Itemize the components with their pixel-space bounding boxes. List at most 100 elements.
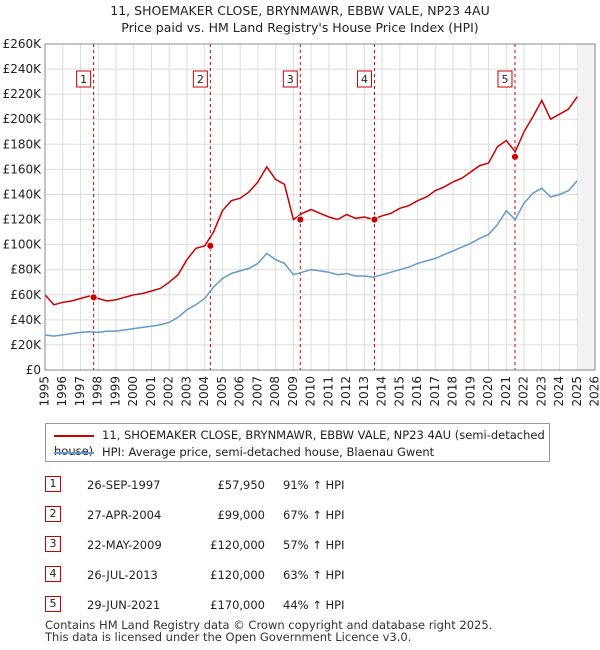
table-row: 4 26-JUL-2013 £120,000 63% ↑ HPI — [45, 566, 445, 583]
sale-point — [206, 241, 215, 250]
x-tick-label: 1998 — [91, 376, 105, 407]
property-price-line — [44, 96, 578, 306]
y-tick-label: £60K — [10, 288, 42, 302]
x-tick-label: 2010 — [304, 376, 318, 407]
y-tick-label: £80K — [10, 263, 42, 277]
chart-title-line1: 11, SHOEMAKER CLOSE, BRYNMAWR, EBBW VALE… — [110, 3, 490, 18]
table-row: 2 27-APR-2004 £99,000 67% ↑ HPI — [45, 506, 445, 523]
plot-area — [45, 44, 595, 370]
x-tick-label: 2016 — [410, 376, 424, 407]
chart-title-line2: Price paid vs. HM Land Registry's House … — [121, 20, 479, 35]
x-tick-label: 1995 — [38, 376, 52, 407]
sale-price: £120,000 — [210, 568, 265, 582]
y-tick-label: £180K — [3, 137, 43, 151]
legend-label-hpi: HPI: Average price, semi-detached house,… — [102, 445, 435, 459]
table-row: 1 26-SEP-1997 £57,950 91% ↑ HPI — [45, 476, 445, 493]
legend-label-property: 11, SHOEMAKER CLOSE, BRYNMAWR, EBBW VALE… — [54, 428, 545, 458]
y-tick-label: £160K — [3, 162, 43, 176]
sale-marker-label: 5 — [501, 73, 508, 86]
sale-marker-box — [356, 70, 372, 88]
hpi-line — [44, 180, 578, 337]
sale-price: £57,950 — [217, 478, 265, 492]
sale-number-badge: 3 — [45, 536, 61, 552]
x-tick-label: 2017 — [428, 376, 442, 407]
y-tick-label: £40K — [10, 313, 42, 327]
y-tick-label: £220K — [3, 87, 43, 101]
sale-point — [370, 215, 379, 224]
legend-item-property: 11, SHOEMAKER CLOSE, BRYNMAWR, EBBW VALE… — [54, 427, 549, 458]
x-tick-label: 2006 — [233, 376, 247, 407]
x-tick-label: 2011 — [321, 376, 335, 407]
sale-date: 22-MAY-2009 — [87, 538, 162, 552]
x-tick-label: 2002 — [162, 376, 176, 407]
sale-price: £170,000 — [210, 598, 265, 612]
plot-border — [44, 43, 596, 371]
sale-marker-label: 4 — [361, 73, 368, 86]
x-tick-label: 2014 — [375, 376, 389, 407]
y-tick-label: £140K — [3, 187, 43, 201]
table-row: 3 22-MAY-2009 £120,000 57% ↑ HPI — [45, 536, 445, 553]
x-tick-label: 2000 — [126, 376, 140, 407]
x-tick-label: 2004 — [197, 376, 211, 407]
sale-date: 26-JUL-2013 — [87, 568, 158, 582]
sale-marker-label: 1 — [80, 73, 87, 86]
sale-marker-box — [282, 70, 298, 88]
y-tick-label: £260K — [3, 37, 43, 51]
chart-title: 11, SHOEMAKER CLOSE, BRYNMAWR, EBBW VALE… — [0, 2, 600, 36]
x-tick-label: 2020 — [481, 376, 495, 407]
footer: Contains HM Land Registry data © Crown c… — [45, 619, 492, 643]
x-tick-label: 2012 — [339, 376, 353, 407]
sale-hpi-change: 57% ↑ HPI — [283, 538, 345, 552]
x-tick-label: 2007 — [250, 376, 264, 407]
sale-price: £120,000 — [210, 538, 265, 552]
price-chart: £0 £20K £40K £60K £80K £100K £120K £140K £160K £1… — [3, 37, 600, 407]
sale-date: 29-JUN-2021 — [87, 598, 161, 612]
y-tick-label: £0 — [26, 363, 41, 377]
x-tick-label: 2024 — [552, 376, 566, 407]
footer-copyright: Contains HM Land Registry data © Crown c… — [45, 618, 493, 632]
x-tick-label: 2025 — [570, 376, 584, 407]
footer-licence: This data is licensed under the Open Gov… — [45, 630, 412, 644]
sale-price: £99,000 — [217, 508, 265, 522]
sale-marker-label: 3 — [287, 73, 294, 86]
x-tick-label: 2021 — [499, 376, 513, 407]
x-tick-label: 2009 — [286, 376, 300, 407]
sale-point — [296, 215, 305, 224]
x-tick-label: 1997 — [73, 376, 87, 407]
table-row: 5 29-JUN-2021 £170,000 44% ↑ HPI — [45, 596, 445, 613]
legend-swatch-hpi — [54, 451, 94, 454]
sale-date: 26-SEP-1997 — [87, 478, 161, 492]
sale-number-badge: 4 — [45, 566, 61, 582]
sale-marker-label: 2 — [197, 73, 204, 86]
sale-number-badge: 5 — [45, 596, 61, 612]
x-tick-label: 2005 — [215, 376, 229, 407]
forecast-shade — [577, 44, 595, 370]
x-tick-label: 2023 — [534, 376, 548, 407]
x-tick-label: 2008 — [268, 376, 282, 407]
legend: 11, SHOEMAKER CLOSE, BRYNMAWR, EBBW VALE… — [45, 423, 550, 462]
x-tick-label: 2022 — [517, 376, 531, 407]
sale-hpi-change: 44% ↑ HPI — [283, 598, 345, 612]
sale-point — [89, 293, 98, 302]
sale-number-badge: 2 — [45, 506, 61, 522]
sale-date: 27-APR-2004 — [87, 508, 162, 522]
sale-number-badge: 1 — [45, 476, 61, 492]
x-tick-label: 2026 — [588, 376, 600, 407]
x-tick-label: 2001 — [144, 376, 158, 407]
y-tick-label: £240K — [3, 62, 43, 76]
x-tick-label: 2019 — [463, 376, 477, 407]
x-tick-label: 2018 — [446, 376, 460, 407]
sale-point — [511, 152, 519, 161]
sale-marker-box — [497, 70, 513, 88]
sale-hpi-change: 91% ↑ HPI — [283, 478, 345, 492]
x-tick-label: 2003 — [179, 376, 193, 407]
x-tick-label: 1999 — [108, 376, 122, 407]
x-tick-label: 2013 — [357, 376, 371, 407]
legend-swatch-property — [54, 434, 94, 437]
legend-item-hpi: HPI: Average price, semi-detached house,… — [54, 444, 434, 460]
y-tick-label: £120K — [3, 213, 43, 227]
x-tick-label: 1996 — [55, 376, 69, 407]
sale-hpi-change: 63% ↑ HPI — [283, 568, 345, 582]
sale-marker-box — [76, 70, 92, 88]
y-tick-label: £100K — [3, 238, 43, 252]
